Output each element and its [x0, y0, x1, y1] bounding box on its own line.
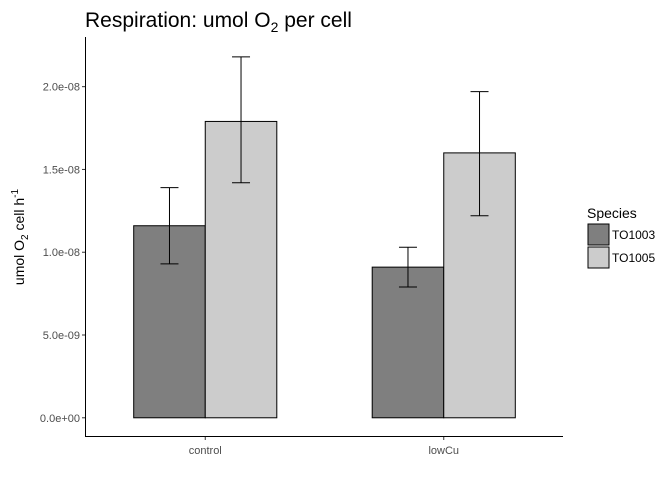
y-axis-title-unit: cell h	[11, 198, 27, 235]
bar	[371, 266, 445, 419]
legend-label: TO1003	[612, 228, 655, 242]
x-tick-label: control	[189, 445, 222, 457]
x-axis-ticks: control lowCu	[189, 436, 459, 457]
y-tick-label: 0.0e+00	[40, 413, 80, 425]
chart-title-suffix: per cell	[278, 9, 352, 32]
chart-title-subscript: 2	[271, 19, 279, 35]
y-tick-label: 2.0e-08	[43, 82, 80, 94]
y-axis-title-subscript: 2	[20, 234, 31, 240]
legend-key	[587, 223, 610, 246]
y-axis-ticks: 0.0e+00 5.0e-09 1.0e-08 1.5e-08 2.0e-08	[40, 82, 86, 425]
y-axis-title-superscript: -1	[10, 188, 21, 197]
y-tick-label: 5.0e-09	[43, 330, 80, 342]
bars	[133, 120, 516, 419]
legend-label: TO1005	[612, 251, 655, 265]
chart-title-text: Respiration: umol O	[85, 9, 271, 32]
x-tick-label: lowCu	[428, 445, 459, 457]
y-axis-title: umol O2 cell h-1	[10, 188, 31, 285]
y-axis-title-text: umol O	[11, 240, 27, 285]
legend-key	[587, 246, 610, 269]
chart-title: Respiration: umol O2 per cell	[85, 9, 352, 35]
error-bars	[160, 56, 489, 288]
legend: Species TO1003 TO1005	[587, 205, 655, 269]
y-tick-label: 1.0e-08	[43, 247, 80, 259]
y-tick-label: 1.5e-08	[43, 164, 80, 176]
legend-title: Species	[587, 205, 637, 221]
